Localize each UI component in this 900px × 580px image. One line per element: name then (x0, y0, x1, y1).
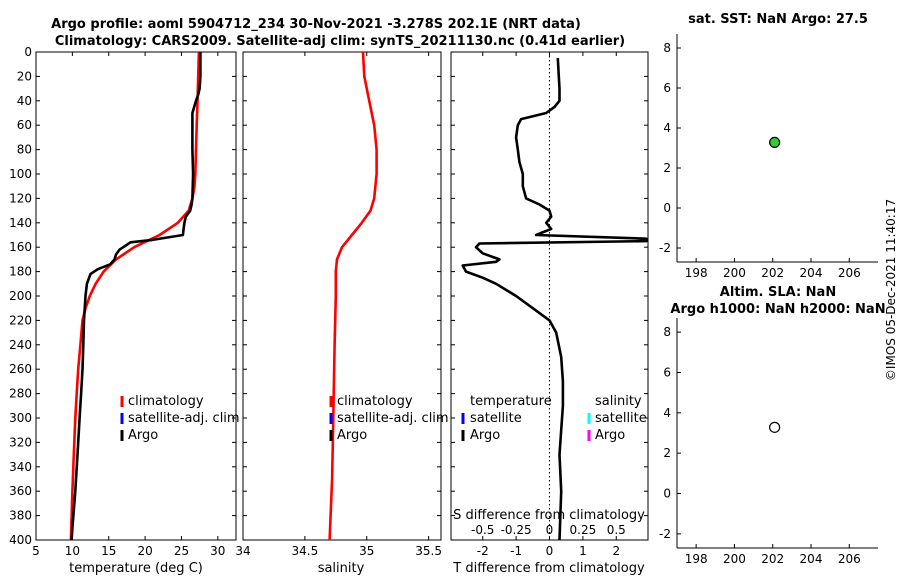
sst-ytick-label: 6 (663, 81, 671, 95)
sst-xtick-label: 202 (761, 266, 784, 280)
difference-xtick-label: -1 (510, 544, 522, 558)
temperature-series-climatology (69, 51, 201, 541)
temperature-ytick-label: 260 (9, 362, 32, 376)
sst-panel: -2 0 2 4 6 8 198 200 202 204 206 (659, 34, 878, 280)
difference-xtick-label: 2 (612, 544, 620, 558)
sst-xtick-label: 206 (838, 266, 861, 280)
main-title-line1: Argo profile: aoml 5904712_234 30-Nov-20… (51, 17, 581, 32)
difference-stick-label: 0.5 (607, 523, 626, 537)
temperature-xtick-label: 20 (137, 544, 152, 558)
difference-legend-temperature-title: temperature (470, 394, 552, 409)
salinity-legend-argo: Argo (337, 428, 367, 443)
temperature-ytick-label: 340 (9, 460, 32, 474)
salinity-panel: 34 34.5 35 35.5 (235, 51, 442, 558)
difference-stick-label: 0.25 (570, 523, 597, 537)
temperature-ytick-label: 280 (9, 387, 32, 401)
sla-ytick-label: 8 (663, 325, 671, 339)
sla-panel: -2 0 2 4 6 8 198 200 202 204 206 (659, 318, 878, 566)
salinity-legend-satellite: satellite-adj. clim (337, 411, 449, 426)
difference-legend-s-satellite: satellite (595, 411, 647, 426)
salinity-series-climatology (328, 51, 378, 541)
temperature-ytick-label: 240 (9, 338, 32, 352)
sla-xtick-label: 202 (761, 552, 784, 566)
temperature-xtick-label: 25 (174, 544, 189, 558)
temperature-ytick-label: 200 (9, 289, 32, 303)
temperature-ytick-label: 320 (9, 435, 32, 449)
temperature-ytick-label: 100 (9, 167, 32, 181)
difference-legend-t-argo: Argo (470, 428, 500, 443)
sst-ytick-label: 4 (663, 121, 671, 135)
temperature-ytick-label: 380 (9, 509, 32, 523)
sla-xtick-label: 200 (723, 552, 746, 566)
temperature-ytick-label: 220 (9, 313, 32, 327)
sla-xtick-label: 204 (800, 552, 823, 566)
difference-xlabel: T difference from climatology (452, 561, 645, 576)
salinity-xtick-label: 34 (235, 544, 250, 558)
temperature-xtick-label: 5 (32, 544, 40, 558)
difference-stick-label: -0.25 (501, 523, 532, 537)
difference-xtick-label: -2 (477, 544, 489, 558)
sla-point (769, 421, 781, 433)
salinity-xtick-label: 35.5 (415, 544, 442, 558)
difference-legend-s-argo: Argo (595, 428, 625, 443)
sla-ytick-label: 0 (663, 487, 671, 501)
sla-xtick-label: 198 (685, 552, 708, 566)
sst-xtick-label: 204 (800, 266, 823, 280)
temperature-ytick-label: 80 (17, 143, 32, 157)
temperature-ytick-label: 0 (24, 45, 32, 59)
salinity-legend-climatology: climatology (337, 394, 413, 409)
temperature-ytick-label: 400 (9, 533, 32, 547)
temperature-xtick-label: 30 (210, 544, 225, 558)
temperature-xtick-label: 15 (101, 544, 116, 558)
temperature-ytick-label: 360 (9, 484, 32, 498)
sla-ytick-label: 2 (663, 446, 671, 460)
difference-panel: -2 -1 0 1 2 -0.5 -0.25 0 0.25 0.5 (450, 51, 649, 558)
temperature-ytick-label: 160 (9, 240, 32, 254)
sla-ytick-label: 6 (663, 365, 671, 379)
difference-legend-t-satellite: satellite (470, 411, 522, 426)
difference-legend-salinity-title: salinity (595, 394, 642, 409)
sst-title: sat. SST: NaN Argo: 27.5 (688, 12, 868, 27)
sla-title-line2: Argo h1000: NaN h2000: NaN (670, 302, 885, 317)
difference-xtick-label: 0 (546, 544, 554, 558)
difference-xtick-label: 1 (579, 544, 587, 558)
temperature-legend-argo: Argo (128, 428, 158, 443)
difference-stick-label: 0 (546, 523, 554, 537)
sst-ytick-label: 2 (663, 161, 671, 175)
temperature-axes-frame (35, 51, 237, 541)
temperature-legend-satellite: satellite-adj. clim (128, 411, 240, 426)
salinity-axes-frame (242, 51, 442, 541)
difference-xlabel-salinity: S difference from climatology (453, 508, 645, 523)
sst-ytick-label: -2 (659, 241, 671, 255)
sst-xtick-label: 200 (723, 266, 746, 280)
temperature-xtick-label: 10 (65, 544, 80, 558)
temperature-ytick-label: 60 (17, 118, 32, 132)
temperature-ytick-label: 140 (9, 216, 32, 230)
sla-title-line1: Altim. SLA: NaN (720, 285, 836, 300)
main-title-line2: Climatology: CARS2009. Satellite-adj cli… (55, 34, 625, 49)
sst-ytick-label: 0 (663, 201, 671, 215)
temperature-xlabel: temperature (deg C) (69, 561, 203, 576)
temperature-series-argo (70, 52, 202, 541)
sla-ytick-label: -2 (659, 527, 671, 541)
temperature-legend-climatology: climatology (128, 394, 204, 409)
sla-xtick-label: 206 (838, 552, 861, 566)
difference-stick-label: -0.5 (471, 523, 494, 537)
salinity-xtick-label: 34.5 (292, 544, 319, 558)
salinity-xtick-label: 35 (359, 544, 374, 558)
salinity-xlabel: salinity (318, 561, 365, 576)
sst-point (769, 136, 781, 148)
temperature-ytick-label: 20 (17, 69, 32, 83)
timestamp-label: ©IMOS 05-Dec-2021 11:40:17 (884, 199, 898, 381)
temperature-ytick-label: 40 (17, 94, 32, 108)
temperature-ytick-label: 300 (9, 411, 32, 425)
sla-ytick-label: 4 (663, 406, 671, 420)
sst-xtick-label: 198 (685, 266, 708, 280)
sst-ytick-label: 8 (663, 41, 671, 55)
temperature-panel: 0 20 40 60 80 100 120 140 160 180 200 220 240 260 280 3… (9, 45, 237, 558)
difference-series-argo-t-difference (461, 58, 648, 541)
temperature-ytick-label: 180 (9, 265, 32, 279)
temperature-ytick-label: 120 (9, 191, 32, 205)
